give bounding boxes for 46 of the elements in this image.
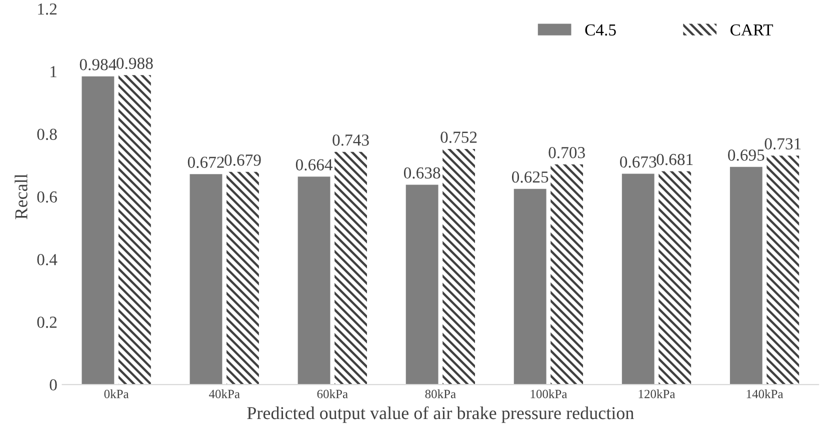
bar — [442, 149, 475, 385]
bar — [550, 164, 584, 385]
y-tick-label: 1 — [50, 66, 56, 78]
bar — [190, 174, 222, 385]
y-tick-label: 1.2 — [38, 3, 57, 15]
x-tick-label: 60kPa — [317, 389, 348, 398]
data-label: 0.681 — [656, 154, 693, 166]
y-tick-label: 0 — [50, 379, 57, 391]
data-label: 0.984 — [80, 58, 116, 70]
y-tick-label: 0.2 — [37, 316, 57, 328]
x-tick-label: 40kPa — [208, 389, 240, 398]
data-label: 0.638 — [404, 167, 440, 179]
bar — [730, 166, 762, 385]
y-tick-label: 0.4 — [37, 254, 58, 266]
bar — [658, 171, 692, 385]
x-axis-title: Predicted output value of air brake pressure reduction — [247, 406, 634, 423]
bar — [82, 76, 114, 385]
y-axis-title: Recall — [14, 174, 28, 220]
bar — [622, 174, 654, 385]
data-label: 0.664 — [296, 159, 333, 171]
x-tick-label: 120kPa — [638, 389, 676, 398]
bar — [298, 176, 330, 385]
data-label: 0.673 — [620, 156, 656, 168]
data-label: 0.743 — [332, 134, 369, 146]
bar — [118, 75, 151, 385]
data-label: 0.672 — [188, 156, 224, 168]
data-label: 0.695 — [728, 149, 764, 161]
bar — [226, 172, 259, 385]
data-label: 0.988 — [116, 58, 153, 70]
x-tick-label: 80kPa — [425, 389, 456, 398]
bar — [514, 188, 546, 385]
x-tick-label: 0kPa — [104, 389, 129, 398]
legend-label: CART — [730, 24, 774, 36]
y-tick-label: 0.8 — [37, 128, 57, 140]
bar — [406, 184, 438, 385]
legend-label: C4.5 — [585, 24, 616, 36]
data-label: 0.752 — [440, 132, 477, 143]
x-tick-label: 100kPa — [530, 389, 568, 398]
data-label: 0.731 — [764, 138, 801, 150]
bar — [766, 156, 800, 385]
bar — [334, 152, 367, 385]
data-label: 0.625 — [512, 171, 548, 183]
y-tick-label: 0.6 — [37, 191, 57, 203]
x-tick-label: 140kPa — [746, 389, 784, 398]
data-label: 0.703 — [548, 146, 585, 158]
data-label: 0.679 — [224, 154, 261, 166]
